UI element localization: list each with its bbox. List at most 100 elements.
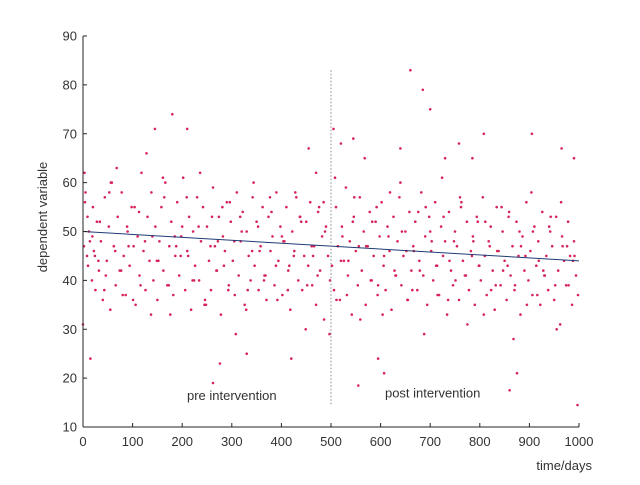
data-point [506,264,509,268]
data-point [364,303,368,307]
data-point [109,181,113,184]
data-point [187,215,191,219]
data-point [191,230,195,233]
data-point [322,200,325,204]
data-point [529,249,532,253]
data-point [256,225,260,228]
data-point [285,205,288,209]
data-point [485,293,489,297]
data-point [568,254,572,258]
data-point [439,225,443,228]
data-point [229,220,233,223]
y-tick-label: 50 [63,224,77,239]
data-point [152,279,155,282]
data-point [170,220,173,223]
data-point [521,235,524,238]
data-point [495,205,499,209]
data-point [142,249,145,253]
data-point [156,298,159,302]
data-point [121,293,124,297]
data-point [306,264,310,268]
data-point [422,332,426,336]
data-point [124,293,127,297]
data-point [269,249,272,253]
data-point [83,200,87,204]
data-point [185,196,188,199]
data-point [358,196,362,199]
data-point [264,274,267,277]
data-point [205,225,209,228]
data-point [491,269,495,272]
data-point [344,186,348,189]
data-point [233,293,237,297]
y-tick-label: 80 [63,77,77,92]
y-tick-label: 60 [63,175,77,190]
data-point [207,259,211,263]
data-point [185,127,189,131]
data-point [91,205,95,209]
data-point [150,191,153,194]
data-point [461,259,465,263]
data-point [524,254,527,258]
data-point [316,210,320,214]
data-point [376,293,379,297]
data-point [505,298,508,302]
data-point [320,235,324,238]
data-point [567,284,570,287]
data-point [276,298,279,302]
data-point [512,337,515,341]
data-point [555,328,558,331]
data-point [451,284,455,287]
data-point [177,274,181,277]
data-point [507,210,511,214]
data-point [472,240,475,243]
data-point [103,288,106,292]
x-tick-label: 700 [419,434,441,449]
data-point [158,240,161,243]
data-point [174,254,177,258]
data-point [382,254,386,258]
data-point [457,298,461,302]
data-point [116,215,119,219]
data-point [191,279,194,282]
data-point [572,156,576,160]
data-point [430,240,434,243]
data-point [217,215,221,219]
data-point [460,200,463,204]
data-point [259,244,262,248]
data-point [434,264,438,268]
data-point [476,220,480,223]
data-point [481,196,485,199]
data-point [572,240,576,243]
data-point [227,288,230,292]
data-point [267,215,270,219]
data-point [525,200,528,204]
data-point [215,269,218,272]
data-point [322,318,326,321]
data-point [277,259,280,263]
data-point [400,284,403,287]
data-point [446,298,450,302]
data-point [357,384,360,387]
data-point [347,259,350,263]
data-point [443,240,447,243]
data-point [422,274,425,277]
data-point [351,220,355,223]
data-point [251,196,254,199]
data-point [221,205,224,209]
data-point [541,210,544,214]
data-point [288,264,291,268]
data-point [246,288,249,292]
data-point [88,240,92,243]
data-point [245,230,248,233]
data-point [86,215,89,219]
data-point [508,389,511,392]
data-point [382,264,385,268]
data-point [169,313,172,316]
data-point [115,166,118,170]
data-point [265,298,268,302]
data-point [144,288,147,292]
x-tick-label: 400 [271,434,293,449]
data-point [499,284,502,287]
data-point [140,171,143,175]
